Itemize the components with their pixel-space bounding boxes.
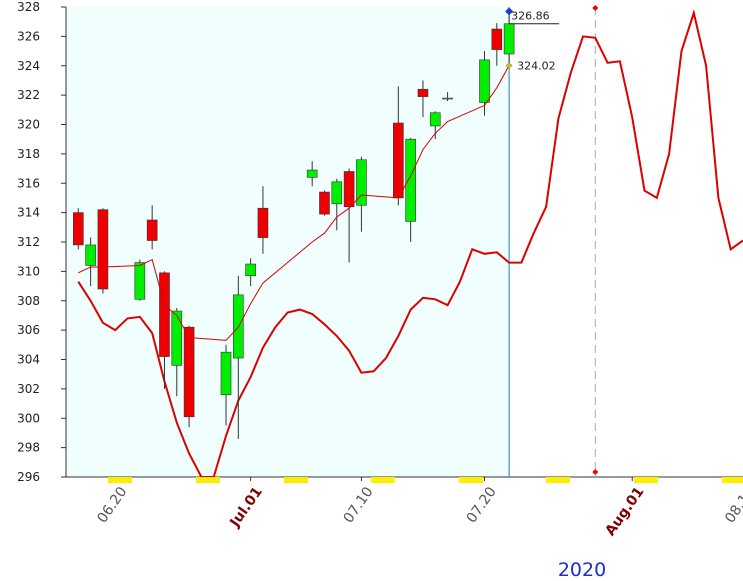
candle-body bbox=[479, 59, 490, 103]
candle-body bbox=[171, 310, 183, 366]
candle-body bbox=[245, 263, 256, 277]
y-tick-label: 308 bbox=[17, 294, 40, 308]
x-tick-label: 08.10 bbox=[722, 484, 743, 526]
year-label: 2020 bbox=[558, 559, 606, 581]
y-tick-label: 298 bbox=[17, 441, 40, 455]
candle-body bbox=[73, 212, 84, 246]
weekend-marker bbox=[371, 477, 395, 483]
y-tick-label: 318 bbox=[17, 147, 40, 161]
weekend-marker bbox=[546, 477, 570, 483]
x-tick-label: 06.20 bbox=[94, 484, 130, 526]
y-tick-label: 312 bbox=[17, 235, 40, 249]
high-diamond bbox=[505, 7, 514, 16]
weekend-marker bbox=[108, 477, 132, 483]
y-tick-label: 322 bbox=[17, 88, 40, 102]
x-tick-label: 07.20 bbox=[464, 484, 500, 526]
candle-body bbox=[85, 244, 96, 266]
candle-body bbox=[159, 272, 170, 357]
candle-body bbox=[343, 171, 355, 208]
y-tick-label: 296 bbox=[17, 470, 40, 484]
candle-body bbox=[331, 181, 343, 205]
candle-body bbox=[503, 23, 515, 55]
candle-body bbox=[442, 97, 453, 100]
y-tick-label: 304 bbox=[17, 353, 40, 367]
candle-body bbox=[257, 207, 269, 238]
y-tick-label: 314 bbox=[17, 206, 40, 220]
candle-body bbox=[146, 219, 158, 241]
candle-body bbox=[134, 262, 146, 300]
ma-label: 324.02 bbox=[517, 59, 556, 72]
plot-background bbox=[66, 7, 510, 477]
weekend-marker bbox=[284, 477, 308, 483]
candle-body bbox=[319, 191, 330, 215]
ma-diamond bbox=[505, 62, 513, 69]
candle-body bbox=[417, 88, 429, 97]
candle-body bbox=[220, 351, 232, 396]
line-series bbox=[77, 9, 743, 478]
line-series bbox=[78, 65, 510, 341]
y-tick-label: 326 bbox=[17, 29, 40, 43]
candle-body bbox=[393, 122, 404, 199]
x-tick-label: 07.10 bbox=[341, 484, 377, 526]
y-tick-label: 306 bbox=[17, 323, 40, 337]
weekend-marker bbox=[634, 477, 658, 483]
candle-body bbox=[405, 138, 416, 222]
y-tick-label: 300 bbox=[17, 411, 40, 425]
y-tick-label: 320 bbox=[17, 118, 40, 132]
close-label: 326.86 bbox=[511, 10, 550, 23]
candle-body bbox=[97, 209, 109, 290]
weekend-marker bbox=[722, 477, 743, 483]
weekend-marker bbox=[196, 477, 220, 483]
weekend-marker bbox=[459, 477, 483, 483]
candle-body bbox=[429, 112, 441, 127]
candle-body bbox=[356, 159, 367, 206]
y-tick-label: 324 bbox=[17, 59, 40, 73]
y-tick-label: 302 bbox=[17, 382, 40, 396]
y-tick-label: 310 bbox=[17, 264, 40, 278]
candle-body bbox=[306, 169, 318, 178]
candle-body bbox=[183, 326, 195, 418]
y-tick-label: 328 bbox=[17, 0, 40, 14]
cycle-date-diamond bbox=[592, 5, 599, 11]
candle-body bbox=[491, 28, 503, 50]
weekend-markers bbox=[108, 477, 743, 483]
x-tick-label: Aug.01 bbox=[602, 484, 647, 539]
x-tick-label: Jul.01 bbox=[227, 484, 266, 531]
y-tick-label: 316 bbox=[17, 176, 40, 190]
cycle-date-diamond bbox=[592, 469, 599, 475]
